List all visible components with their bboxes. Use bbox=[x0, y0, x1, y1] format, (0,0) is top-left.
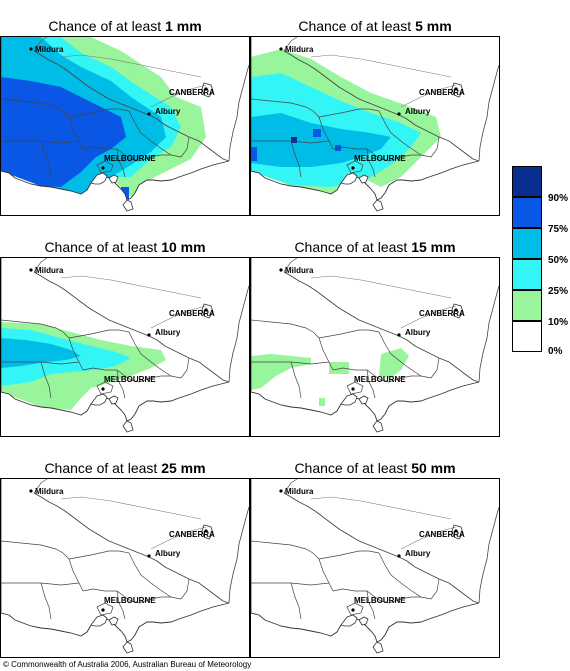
panel-title: Chance of at least 1 mm bbox=[48, 18, 202, 34]
panel-title: Chance of at least 10 mm bbox=[44, 239, 206, 255]
label-mildura: Mildura bbox=[35, 487, 64, 496]
label-albury: Albury bbox=[155, 328, 181, 337]
panel-title: Chance of at least 5 mm bbox=[298, 18, 452, 34]
legend-label: 10% bbox=[548, 317, 569, 328]
panel-title: Chance of at least 25 mm bbox=[44, 460, 206, 476]
legend-label: 90% bbox=[548, 193, 569, 204]
legend-swatch bbox=[512, 228, 542, 259]
label-melbourne: MELBOURNE bbox=[104, 375, 156, 384]
rain-chance-map: Mildura CANBERRA Albury MELBOURNE bbox=[250, 478, 500, 658]
label-canberra: CANBERRA bbox=[419, 309, 465, 318]
legend-label: 0% bbox=[548, 346, 563, 357]
label-canberra: CANBERRA bbox=[419, 530, 465, 539]
label-albury: Albury bbox=[405, 549, 431, 558]
label-melbourne: MELBOURNE bbox=[104, 596, 156, 605]
label-canberra: CANBERRA bbox=[169, 88, 215, 97]
legend-label: 25% bbox=[548, 286, 569, 297]
legend-label: 50% bbox=[548, 255, 569, 266]
legend-swatch bbox=[512, 290, 542, 321]
probability-shading bbox=[251, 348, 409, 406]
legend-swatch bbox=[512, 197, 542, 228]
probability-shading bbox=[1, 322, 166, 410]
label-albury: Albury bbox=[155, 549, 181, 558]
panel-title: Chance of at least 50 mm bbox=[294, 460, 456, 476]
rain-chance-map: Mildura CANBERRA Albury MELBOURNE bbox=[250, 36, 500, 216]
label-canberra: CANBERRA bbox=[169, 530, 215, 539]
label-mildura: Mildura bbox=[35, 45, 64, 54]
label-melbourne: MELBOURNE bbox=[354, 596, 406, 605]
label-mildura: Mildura bbox=[285, 487, 314, 496]
legend-swatch bbox=[512, 166, 542, 197]
label-albury: Albury bbox=[405, 107, 431, 116]
panel-title: Chance of at least 15 mm bbox=[294, 239, 456, 255]
label-mildura: Mildura bbox=[35, 266, 64, 275]
legend-swatch bbox=[512, 321, 542, 352]
label-melbourne: MELBOURNE bbox=[354, 375, 406, 384]
label-canberra: CANBERRA bbox=[419, 88, 465, 97]
legend-label: 75% bbox=[548, 224, 569, 235]
legend-swatch bbox=[512, 259, 542, 290]
label-melbourne: MELBOURNE bbox=[104, 154, 156, 163]
label-mildura: Mildura bbox=[285, 45, 314, 54]
rain-chance-map: Mildura CANBERRA Albury MELBOURNE bbox=[0, 36, 250, 216]
label-canberra: CANBERRA bbox=[169, 309, 215, 318]
label-melbourne: MELBOURNE bbox=[354, 154, 406, 163]
rain-chance-map: Mildura CANBERRA Albury MELBOURNE bbox=[0, 478, 250, 658]
label-albury: Albury bbox=[155, 107, 181, 116]
rain-chance-map: Mildura CANBERRA Albury MELBOURNE bbox=[0, 257, 250, 437]
copyright-notice: © Commonwealth of Australia 2006, Austra… bbox=[3, 660, 252, 669]
probability-legend: 90% 75% 50% 25% 10% 0% bbox=[512, 166, 570, 358]
label-albury: Albury bbox=[405, 328, 431, 337]
label-mildura: Mildura bbox=[285, 266, 314, 275]
rain-chance-map: Mildura CANBERRA Albury MELBOURNE bbox=[250, 257, 500, 437]
probability-shading bbox=[251, 49, 441, 194]
